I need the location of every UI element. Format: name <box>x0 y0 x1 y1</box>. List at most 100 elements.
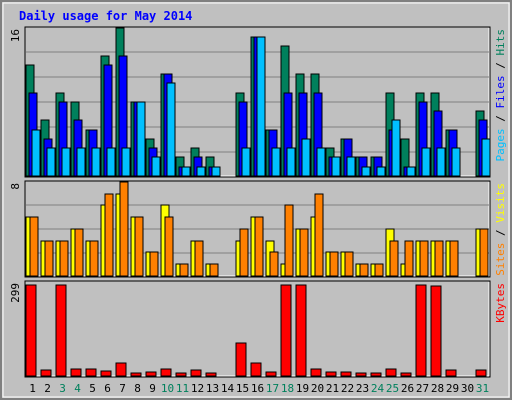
bar-kbytes-day-8 <box>130 372 142 377</box>
y-max-label: 8 <box>9 183 22 190</box>
bar-pages-day-20 <box>316 147 326 177</box>
legend-entry: Files <box>494 75 507 108</box>
x-label-day-9: 9 <box>149 382 156 395</box>
bar-pages-day-19 <box>301 138 311 177</box>
x-label-day-8: 8 <box>134 382 141 395</box>
bar-sites-day-10 <box>164 216 174 277</box>
bar-kbytes-day-24 <box>370 372 382 377</box>
bar-sites-day-27 <box>419 240 429 277</box>
bar-sites-day-20 <box>314 193 324 277</box>
panel-kbytes: 299 KBytes <box>9 280 507 378</box>
bar-kbytes-day-11 <box>175 372 187 377</box>
bar-kbytes-day-6 <box>100 370 112 377</box>
plot-area <box>24 280 491 378</box>
bar-kbytes-day-3 <box>55 284 67 377</box>
x-label-day-25: 25 <box>386 382 399 395</box>
bar-pages-day-4 <box>76 147 86 177</box>
bar-kbytes-day-1 <box>25 284 37 377</box>
bar-pages-day-11 <box>181 166 191 177</box>
bar-kbytes-day-13 <box>205 372 217 377</box>
chart-panels: 16 Pages / Files / Hits 8 Sites / Visits 299… <box>9 26 507 378</box>
y-max-label: 16 <box>9 29 22 42</box>
bar-pages-day-8 <box>136 101 146 177</box>
bar-sites-day-6 <box>104 193 114 277</box>
x-label-day-28: 28 <box>431 382 444 395</box>
x-label-day-1: 1 <box>29 382 36 395</box>
bar-pages-day-9 <box>151 156 161 177</box>
bar-kbytes-day-9 <box>145 371 157 377</box>
x-label-day-4: 4 <box>74 382 81 395</box>
x-label-day-12: 12 <box>191 382 204 395</box>
bar-pages-day-24 <box>376 166 386 177</box>
legend-entry: / <box>494 109 507 129</box>
bar-pages-day-7 <box>121 147 131 177</box>
bar-sites-day-15 <box>239 228 249 277</box>
x-label-day-29: 29 <box>446 382 459 395</box>
bar-sites-day-31 <box>479 228 489 277</box>
x-label-day-31: 31 <box>476 382 489 395</box>
x-label-day-18: 18 <box>281 382 294 395</box>
bar-sites-day-7 <box>119 181 129 277</box>
bar-sites-day-22 <box>344 251 354 277</box>
legend-entry: Visits <box>494 183 507 223</box>
legend-entry: KBytes <box>494 283 507 323</box>
bar-kbytes-day-29 <box>445 369 457 377</box>
y-max-label: 299 <box>9 283 22 303</box>
legend-entry: / <box>494 223 507 243</box>
bar-pages-day-10 <box>166 82 176 177</box>
bar-sites-day-21 <box>329 251 339 277</box>
bar-sites-day-8 <box>134 216 144 277</box>
x-label-day-16: 16 <box>251 382 264 395</box>
bar-kbytes-day-19 <box>295 284 307 377</box>
x-label-day-10: 10 <box>161 382 174 395</box>
bar-pages-day-12 <box>196 166 206 177</box>
x-label-day-23: 23 <box>356 382 369 395</box>
bar-sites-day-3 <box>59 240 69 277</box>
bar-kbytes-day-12 <box>190 369 202 377</box>
x-axis-labels: 1 2 3 4 5 6 7 8 9 10 11 12 13 14 15 16 17 18 19 20 21 22 23 24 2… <box>29 382 489 395</box>
bar-pages-day-6 <box>106 147 116 177</box>
bar-pages-day-17 <box>271 147 281 177</box>
bar-pages-day-2 <box>46 147 56 177</box>
bar-pages-day-22 <box>346 156 356 177</box>
legend-hits-files-pages: Pages / Files / Hits <box>494 29 507 162</box>
bar-kbytes-day-20 <box>310 368 322 377</box>
bar-kbytes-day-7 <box>115 362 127 377</box>
bar-kbytes-day-28 <box>430 285 442 377</box>
bar-pages-day-26 <box>406 166 416 177</box>
legend-kbytes: KBytes <box>494 283 507 323</box>
bar-pages-day-16 <box>256 36 266 177</box>
x-label-day-13: 13 <box>206 382 219 395</box>
bar-sites-day-28 <box>434 240 444 277</box>
bar-pages-day-18 <box>286 147 296 177</box>
bar-pages-day-25 <box>391 119 401 177</box>
bar-kbytes-day-27 <box>415 284 427 377</box>
x-label-day-20: 20 <box>311 382 324 395</box>
bar-kbytes-day-23 <box>355 372 367 377</box>
bar-pages-day-3 <box>61 147 71 177</box>
x-label-day-19: 19 <box>296 382 309 395</box>
bar-pages-day-27 <box>421 147 431 177</box>
bar-pages-day-15 <box>241 147 251 177</box>
bar-pages-day-28 <box>436 147 446 177</box>
bar-pages-day-31 <box>481 138 491 177</box>
bar-sites-day-26 <box>404 240 414 277</box>
x-label-day-22: 22 <box>341 382 354 395</box>
x-label-day-17: 17 <box>266 382 279 395</box>
bar-kbytes-day-15 <box>235 342 247 377</box>
bar-sites-day-19 <box>299 228 309 277</box>
x-label-day-26: 26 <box>401 382 414 395</box>
bar-sites-day-12 <box>194 240 204 277</box>
x-label-day-24: 24 <box>371 382 385 395</box>
bar-sites-day-4 <box>74 228 84 277</box>
bar-sites-day-25 <box>389 240 399 277</box>
bar-kbytes-day-25 <box>385 368 397 377</box>
bar-kbytes-day-16 <box>250 362 262 377</box>
bar-sites-day-18 <box>284 204 294 277</box>
legend-entry: Pages <box>494 128 507 161</box>
x-label-day-21: 21 <box>326 382 339 395</box>
x-label-day-3: 3 <box>59 382 66 395</box>
x-label-day-2: 2 <box>44 382 51 395</box>
